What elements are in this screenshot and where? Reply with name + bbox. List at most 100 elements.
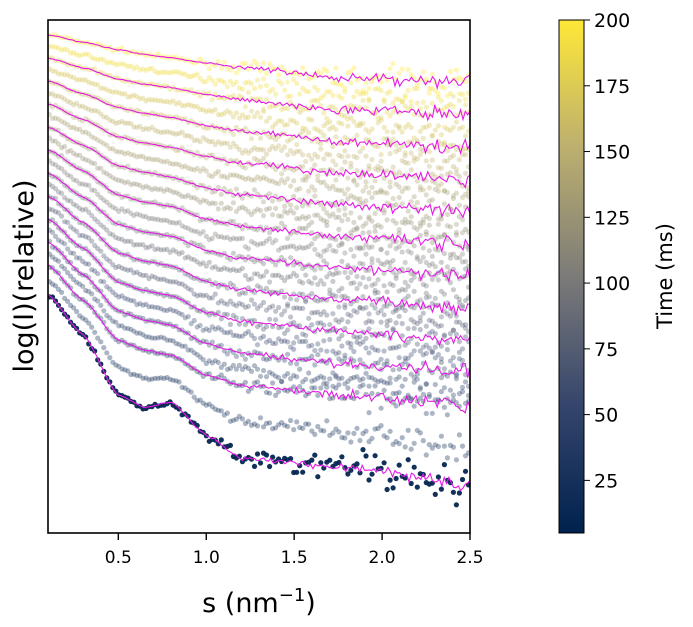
data-point bbox=[366, 229, 372, 235]
data-point bbox=[402, 220, 408, 226]
data-point bbox=[65, 246, 71, 252]
data-point bbox=[342, 212, 348, 218]
data-point bbox=[420, 135, 426, 141]
data-point bbox=[173, 161, 179, 167]
data-point bbox=[459, 304, 466, 310]
data-point bbox=[348, 164, 354, 170]
data-point bbox=[209, 235, 215, 241]
data-point bbox=[321, 428, 327, 434]
data-point bbox=[122, 208, 128, 215]
data-point bbox=[306, 188, 312, 194]
data-point bbox=[146, 126, 152, 132]
data-point bbox=[417, 314, 423, 320]
data-point bbox=[315, 212, 321, 218]
data-point bbox=[291, 167, 297, 173]
data-point bbox=[324, 384, 330, 390]
data-point bbox=[185, 387, 191, 393]
data-point bbox=[348, 467, 354, 473]
data-point bbox=[453, 221, 459, 227]
data-point bbox=[128, 210, 134, 216]
data-point bbox=[167, 160, 173, 166]
data-point bbox=[89, 80, 95, 86]
data-point bbox=[125, 94, 131, 100]
data-point bbox=[450, 327, 456, 333]
data-point bbox=[218, 191, 224, 197]
data-point bbox=[245, 150, 251, 156]
data-point bbox=[402, 287, 408, 293]
data-point bbox=[459, 384, 466, 390]
data-point bbox=[444, 158, 450, 164]
data-point bbox=[294, 305, 300, 311]
data-point bbox=[306, 116, 312, 122]
data-point bbox=[194, 324, 200, 330]
data-point bbox=[459, 259, 466, 265]
data-point bbox=[267, 191, 273, 197]
data-point bbox=[309, 184, 315, 190]
data-point bbox=[245, 276, 251, 283]
data-point bbox=[251, 155, 258, 162]
data-point bbox=[414, 82, 420, 88]
data-point bbox=[110, 359, 116, 365]
data-point bbox=[218, 372, 224, 378]
data-point bbox=[143, 98, 149, 104]
data-point bbox=[89, 187, 95, 193]
data-point bbox=[402, 259, 408, 266]
data-point bbox=[182, 194, 188, 200]
data-point bbox=[351, 348, 357, 355]
data-point bbox=[212, 220, 218, 226]
data-point bbox=[345, 378, 351, 384]
data-point bbox=[348, 345, 354, 351]
data-point bbox=[339, 285, 345, 291]
data-point bbox=[417, 146, 423, 152]
data-point bbox=[119, 366, 125, 372]
data-point bbox=[291, 305, 297, 311]
data-point bbox=[224, 84, 230, 90]
data-point bbox=[393, 475, 399, 482]
data-point bbox=[384, 358, 390, 364]
data-point bbox=[426, 86, 432, 92]
data-point bbox=[140, 66, 146, 72]
data-point bbox=[450, 142, 456, 149]
data-point bbox=[318, 278, 324, 284]
data-point bbox=[285, 152, 291, 158]
data-point bbox=[309, 166, 315, 173]
data-point bbox=[339, 332, 345, 339]
data-point bbox=[453, 502, 459, 508]
data-point bbox=[203, 233, 209, 239]
data-point bbox=[239, 290, 245, 296]
data-point bbox=[146, 66, 152, 72]
data-point bbox=[390, 129, 396, 135]
data-point bbox=[417, 232, 423, 239]
data-point bbox=[285, 122, 291, 128]
data-point bbox=[95, 335, 101, 341]
data-point bbox=[282, 294, 288, 300]
data-point bbox=[324, 312, 330, 318]
data-point bbox=[417, 297, 423, 303]
data-point bbox=[378, 307, 384, 314]
data-point bbox=[459, 152, 466, 158]
data-point bbox=[200, 293, 206, 299]
data-point bbox=[209, 174, 215, 180]
data-point bbox=[173, 147, 179, 154]
data-point bbox=[348, 439, 354, 445]
data-point bbox=[230, 235, 236, 241]
data-point bbox=[285, 93, 291, 100]
data-point bbox=[294, 205, 300, 211]
data-point bbox=[158, 217, 164, 223]
data-point bbox=[348, 280, 354, 286]
data-point bbox=[161, 69, 167, 75]
data-point bbox=[360, 88, 366, 94]
data-point bbox=[170, 98, 176, 104]
data-point bbox=[393, 308, 399, 314]
data-point bbox=[113, 292, 119, 298]
data-point bbox=[276, 375, 282, 381]
x-axis-ticks: 0.5 1.0 1.5 2.0 2.5 bbox=[105, 533, 484, 568]
data-point bbox=[68, 173, 74, 179]
data-point bbox=[101, 57, 107, 63]
data-point bbox=[62, 219, 68, 225]
data-point bbox=[363, 153, 369, 159]
data-point bbox=[197, 261, 203, 267]
data-point bbox=[357, 196, 363, 202]
data-point bbox=[267, 236, 273, 242]
data-point bbox=[245, 66, 251, 72]
